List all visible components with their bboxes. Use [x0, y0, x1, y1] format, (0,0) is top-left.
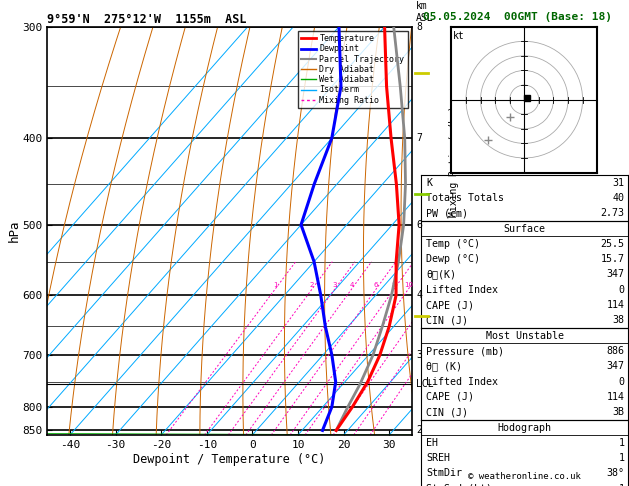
Text: 347: 347	[606, 361, 625, 371]
Text: Surface: Surface	[504, 224, 545, 234]
Text: Pressure (mb): Pressure (mb)	[426, 346, 504, 356]
Text: 15.7: 15.7	[601, 254, 625, 264]
Text: 3B: 3B	[613, 407, 625, 417]
Text: StmSpd (kt): StmSpd (kt)	[426, 484, 493, 486]
Text: 114: 114	[606, 392, 625, 402]
Text: Lifted Index: Lifted Index	[426, 285, 498, 295]
Text: 1: 1	[618, 484, 625, 486]
Text: 1: 1	[618, 453, 625, 463]
Text: 9°59'N  275°12'W  1155m  ASL: 9°59'N 275°12'W 1155m ASL	[47, 13, 247, 26]
Text: 10: 10	[404, 282, 413, 288]
Text: 38: 38	[613, 315, 625, 326]
Text: CIN (J): CIN (J)	[426, 407, 469, 417]
Text: 1: 1	[273, 282, 277, 288]
X-axis label: Dewpoint / Temperature (°C): Dewpoint / Temperature (°C)	[133, 452, 326, 466]
Text: SREH: SREH	[426, 453, 450, 463]
Text: 3: 3	[416, 350, 422, 360]
Text: 114: 114	[606, 300, 625, 310]
Text: CAPE (J): CAPE (J)	[426, 392, 474, 402]
Text: θᴇ(K): θᴇ(K)	[426, 269, 457, 279]
Text: 2: 2	[416, 425, 422, 435]
Text: Mixing Ratio (g/kg): Mixing Ratio (g/kg)	[448, 105, 459, 217]
Text: Hodograph: Hodograph	[498, 422, 552, 433]
Text: 40: 40	[613, 193, 625, 203]
Text: PW (cm): PW (cm)	[426, 208, 469, 218]
Text: km
ASL: km ASL	[416, 1, 434, 22]
Text: 347: 347	[606, 269, 625, 279]
Text: 0: 0	[618, 285, 625, 295]
Text: 3: 3	[333, 282, 337, 288]
Text: © weatheronline.co.uk: © weatheronline.co.uk	[468, 472, 581, 481]
Y-axis label: hPa: hPa	[8, 220, 21, 242]
Text: 31: 31	[613, 177, 625, 188]
Text: EH: EH	[426, 438, 438, 448]
Text: Totals Totals: Totals Totals	[426, 193, 504, 203]
Text: LCL: LCL	[416, 380, 434, 389]
Text: Most Unstable: Most Unstable	[486, 330, 564, 341]
Text: Lifted Index: Lifted Index	[426, 377, 498, 387]
Text: 7: 7	[416, 133, 422, 143]
Text: 8: 8	[416, 22, 422, 32]
Text: 4: 4	[350, 282, 354, 288]
Text: 886: 886	[606, 346, 625, 356]
Text: CIN (J): CIN (J)	[426, 315, 469, 326]
Text: 4: 4	[416, 291, 422, 300]
Text: K: K	[426, 177, 433, 188]
Text: 6: 6	[416, 220, 422, 230]
Text: StmDir: StmDir	[426, 469, 462, 479]
Text: 25.5: 25.5	[601, 239, 625, 249]
Text: 38°: 38°	[606, 469, 625, 479]
Text: 2: 2	[310, 282, 314, 288]
Text: 6: 6	[374, 282, 379, 288]
Legend: Temperature, Dewpoint, Parcel Trajectory, Dry Adiabat, Wet Adiabat, Isotherm, Mi: Temperature, Dewpoint, Parcel Trajectory…	[298, 31, 408, 108]
Text: Dewp (°C): Dewp (°C)	[426, 254, 481, 264]
Text: 05.05.2024  00GMT (Base: 18): 05.05.2024 00GMT (Base: 18)	[423, 12, 611, 22]
Text: 1: 1	[618, 438, 625, 448]
Text: 8: 8	[392, 282, 396, 288]
Text: θᴇ (K): θᴇ (K)	[426, 361, 462, 371]
Text: kt: kt	[453, 31, 465, 41]
Text: 0: 0	[618, 377, 625, 387]
Text: CAPE (J): CAPE (J)	[426, 300, 474, 310]
Text: 2.73: 2.73	[601, 208, 625, 218]
Text: Temp (°C): Temp (°C)	[426, 239, 481, 249]
